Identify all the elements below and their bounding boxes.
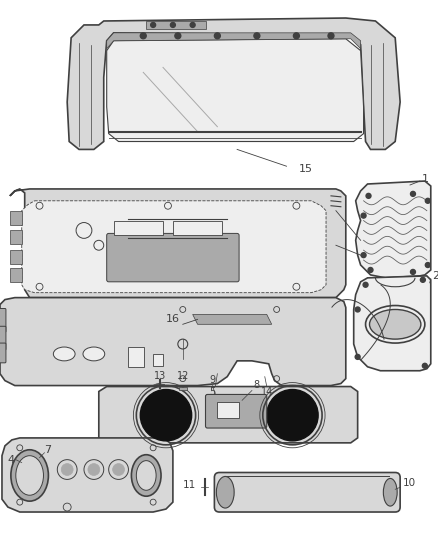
Bar bbox=[113, 221, 163, 236]
Ellipse shape bbox=[383, 479, 397, 506]
Ellipse shape bbox=[216, 477, 234, 508]
Circle shape bbox=[361, 213, 366, 218]
Bar bbox=[173, 221, 223, 236]
Text: 1: 1 bbox=[421, 174, 428, 184]
Circle shape bbox=[420, 277, 425, 282]
Polygon shape bbox=[107, 33, 360, 49]
Circle shape bbox=[355, 354, 360, 359]
Circle shape bbox=[328, 33, 334, 39]
Circle shape bbox=[293, 33, 299, 39]
Text: 12: 12 bbox=[177, 370, 189, 381]
Circle shape bbox=[61, 464, 73, 475]
Text: 2: 2 bbox=[432, 271, 438, 281]
Text: 8: 8 bbox=[254, 381, 260, 391]
Ellipse shape bbox=[366, 305, 425, 343]
Circle shape bbox=[425, 198, 430, 203]
Bar bbox=[10, 268, 22, 282]
Polygon shape bbox=[107, 39, 364, 142]
Polygon shape bbox=[67, 18, 400, 149]
Circle shape bbox=[267, 390, 318, 441]
FancyBboxPatch shape bbox=[214, 472, 400, 512]
Circle shape bbox=[190, 22, 195, 27]
FancyBboxPatch shape bbox=[0, 309, 6, 332]
Text: 16: 16 bbox=[166, 314, 180, 325]
Ellipse shape bbox=[136, 461, 156, 490]
Polygon shape bbox=[22, 201, 326, 293]
Bar bbox=[146, 21, 205, 29]
Text: 15: 15 bbox=[299, 164, 313, 174]
Bar bbox=[10, 250, 22, 264]
Bar bbox=[10, 230, 22, 244]
FancyBboxPatch shape bbox=[205, 394, 267, 428]
Text: 9: 9 bbox=[209, 375, 215, 385]
Circle shape bbox=[214, 33, 220, 39]
Ellipse shape bbox=[83, 347, 105, 361]
Circle shape bbox=[113, 464, 124, 475]
Polygon shape bbox=[193, 314, 272, 324]
Polygon shape bbox=[356, 181, 431, 278]
Ellipse shape bbox=[16, 456, 43, 495]
Circle shape bbox=[151, 22, 155, 27]
Circle shape bbox=[361, 253, 366, 257]
Text: 14: 14 bbox=[261, 386, 273, 397]
Polygon shape bbox=[10, 189, 346, 297]
Polygon shape bbox=[0, 297, 346, 385]
Circle shape bbox=[425, 263, 430, 268]
Text: 4: 4 bbox=[8, 455, 15, 465]
Ellipse shape bbox=[53, 347, 75, 361]
Bar bbox=[10, 211, 22, 224]
Circle shape bbox=[140, 33, 146, 39]
Circle shape bbox=[410, 191, 416, 196]
Text: 7: 7 bbox=[44, 445, 51, 455]
Ellipse shape bbox=[11, 450, 49, 501]
Polygon shape bbox=[354, 276, 431, 371]
FancyBboxPatch shape bbox=[107, 233, 239, 282]
Circle shape bbox=[363, 282, 368, 287]
Bar bbox=[128, 347, 144, 367]
Circle shape bbox=[88, 464, 100, 475]
Circle shape bbox=[140, 390, 192, 441]
Circle shape bbox=[410, 270, 416, 274]
Polygon shape bbox=[2, 438, 173, 512]
Text: 13: 13 bbox=[154, 370, 166, 381]
FancyBboxPatch shape bbox=[0, 343, 6, 363]
Ellipse shape bbox=[131, 455, 161, 496]
Bar bbox=[153, 354, 163, 366]
Text: 5: 5 bbox=[209, 386, 215, 397]
Circle shape bbox=[175, 33, 181, 39]
Polygon shape bbox=[99, 386, 358, 443]
Circle shape bbox=[170, 22, 175, 27]
FancyBboxPatch shape bbox=[0, 326, 6, 350]
Circle shape bbox=[422, 364, 427, 368]
Circle shape bbox=[368, 268, 373, 272]
Circle shape bbox=[254, 33, 260, 39]
Circle shape bbox=[355, 307, 360, 312]
Circle shape bbox=[366, 193, 371, 198]
Bar bbox=[179, 386, 187, 391]
Ellipse shape bbox=[370, 310, 421, 339]
Text: 11: 11 bbox=[182, 480, 196, 490]
Text: 10: 10 bbox=[403, 478, 416, 488]
Bar bbox=[217, 402, 239, 418]
